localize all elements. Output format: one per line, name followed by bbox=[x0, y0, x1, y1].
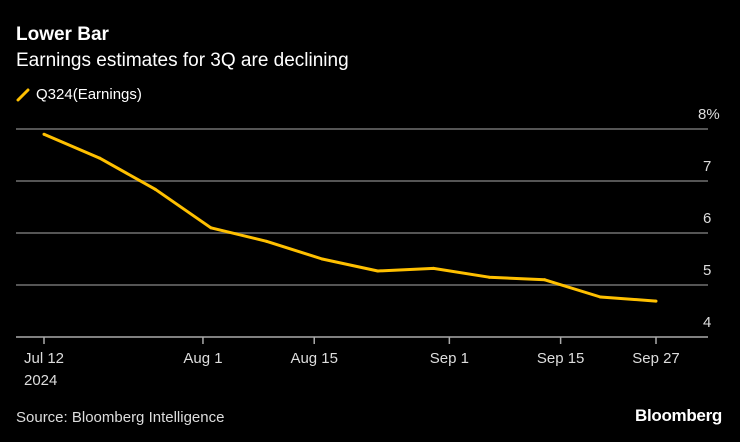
data-point bbox=[598, 295, 602, 299]
data-point bbox=[265, 239, 269, 243]
x-tick-label: Sep 27 bbox=[632, 350, 680, 367]
x-tick-label: Aug 15 bbox=[290, 350, 338, 367]
x-tick-label: Jul 12 bbox=[24, 350, 64, 367]
y-tick-label: 5 bbox=[703, 262, 711, 279]
legend: Q324(Earnings) bbox=[16, 86, 142, 103]
data-point bbox=[98, 156, 102, 160]
data-point bbox=[153, 187, 157, 191]
y-tick-label: 6 bbox=[703, 210, 711, 227]
bloomberg-logo: Bloomberg bbox=[634, 406, 722, 425]
data-point bbox=[543, 278, 547, 282]
data-point bbox=[42, 132, 46, 136]
x-tick-label: Aug 1 bbox=[183, 350, 222, 367]
x-tick-label: Sep 15 bbox=[537, 350, 585, 367]
legend-line-icon bbox=[16, 88, 30, 101]
data-point bbox=[320, 257, 324, 261]
data-point bbox=[487, 275, 491, 279]
data-point bbox=[209, 226, 213, 230]
chart-subtitle: Earnings estimates for 3Q are declining bbox=[16, 50, 349, 71]
legend-label: Q324(Earnings) bbox=[36, 86, 142, 103]
data-point bbox=[654, 299, 658, 303]
source-note: Source: Bloomberg Intelligence bbox=[16, 409, 225, 426]
data-point bbox=[376, 269, 380, 273]
y-tick-label: 7 bbox=[703, 158, 711, 175]
chart-title: Lower Bar bbox=[16, 24, 109, 45]
y-tick-label: 4 bbox=[703, 314, 711, 331]
y-tick-label: 8% bbox=[698, 106, 720, 123]
series-line bbox=[43, 132, 657, 303]
x-tick-sublabel: 2024 bbox=[24, 372, 57, 389]
data-point bbox=[431, 266, 435, 270]
x-tick-label: Sep 1 bbox=[430, 350, 469, 367]
